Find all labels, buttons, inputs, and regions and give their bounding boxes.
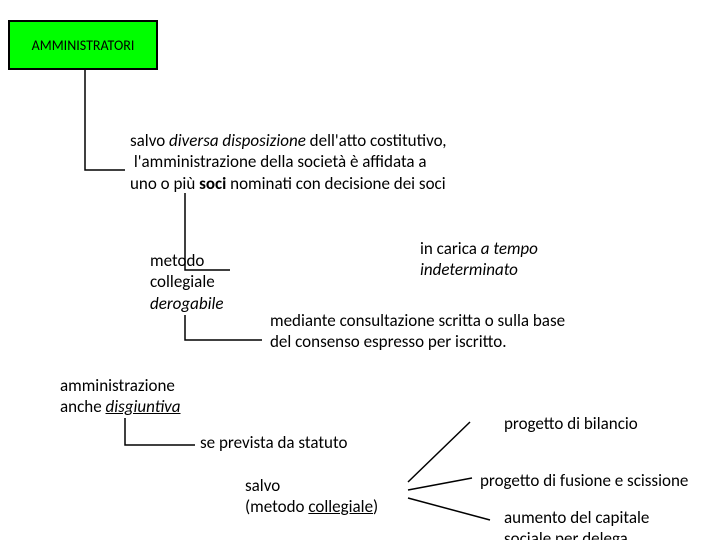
progetto-fusione: progetto di fusione e scissione [480, 470, 688, 491]
mediante-consultazione: mediante consultazione scritta o sulla b… [270, 310, 565, 353]
amministrazione-disgiuntiva: amministrazioneanche disgiuntiva [60, 375, 181, 418]
in-carica: in carica a tempoindeterminato [420, 238, 538, 281]
salvo-metodo-collegiale: salvo(metodo collegiale) [245, 475, 378, 518]
progetto-bilancio: progetto di bilancio [504, 413, 638, 434]
connectors [0, 0, 720, 540]
se-prevista: se prevista da statuto [200, 432, 347, 453]
aumento-capitale: aumento del capitalesociale per delega [504, 507, 649, 540]
title-box: AMMINISTRATORI [8, 20, 158, 70]
title-label: AMMINISTRATORI [32, 37, 135, 54]
metodo-collegiale: metodocollegialederogabile [150, 250, 224, 314]
diagram-stage: AMMINISTRATORI salvo diversa disposizion… [0, 0, 720, 540]
main-text: salvo diversa disposizione dell'atto cos… [130, 130, 447, 194]
